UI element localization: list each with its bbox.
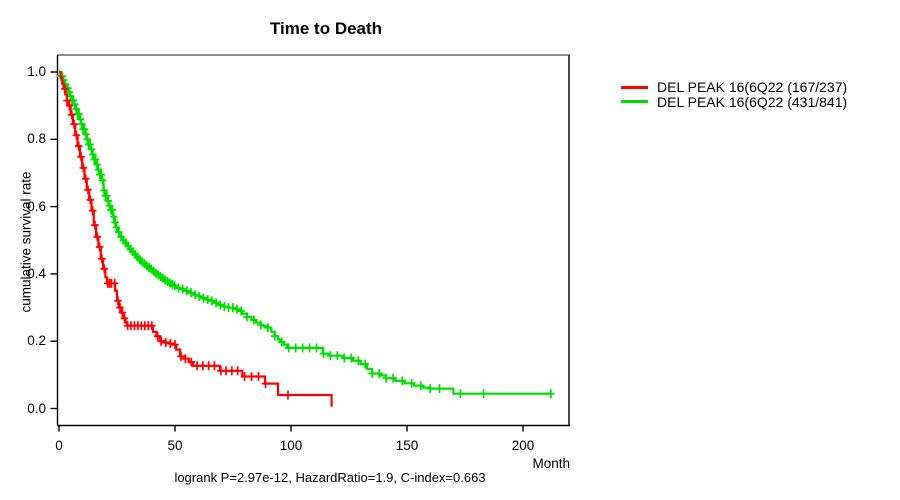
y-tick-label: 0.2	[27, 333, 46, 349]
y-axis-title: cumulative survival rate	[18, 171, 34, 313]
y-tick-label: 0.6	[27, 198, 46, 214]
x-tick-label: 0	[55, 438, 63, 453]
legend-line-swatch-red	[621, 85, 648, 89]
x-tick-label: 200	[511, 438, 535, 453]
legend-label-group2: DEL PEAK 16(6Q22 (431/841)	[657, 93, 848, 110]
stats-annotation: logrank P=2.97e-12, HazardRatio=1.9, C-i…	[174, 470, 486, 485]
km-curve-group2	[59, 70, 551, 395]
y-tick-label: 0.0	[27, 400, 46, 416]
x-axis-unit-label: Month	[532, 456, 570, 471]
y-tick-label: 1.0	[27, 64, 46, 79]
legend-item-group2: DEL PEAK 16(6Q22 (431/841)	[621, 93, 848, 110]
y-tick-label: 0.4	[27, 265, 46, 281]
legend-item-group1: DEL PEAK 16(6Q22 (167/237)	[621, 79, 848, 96]
x-tick-label: 100	[279, 438, 303, 453]
y-tick-label: 0.8	[27, 131, 46, 147]
legend: DEL PEAK 16(6Q22 (167/237) DEL PEAK 16(6…	[621, 79, 848, 110]
km-curve-group1	[59, 70, 333, 407]
x-tick-label: 150	[395, 438, 419, 453]
x-tick-label: 50	[167, 438, 183, 453]
legend-label-group1: DEL PEAK 16(6Q22 (167/237)	[657, 79, 848, 96]
legend-line-swatch-green	[621, 100, 648, 104]
chart-title: Time to Death	[269, 19, 383, 38]
